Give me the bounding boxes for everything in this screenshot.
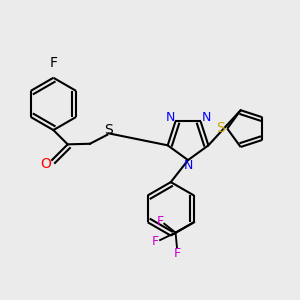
Text: F: F [152,235,159,248]
Text: F: F [50,56,57,70]
Text: N: N [165,111,175,124]
Text: N: N [201,111,211,124]
Text: O: O [40,157,51,171]
Text: S: S [104,123,113,137]
Text: S: S [216,121,225,135]
Text: N: N [184,159,193,172]
Text: F: F [157,215,164,228]
Text: F: F [173,247,181,260]
